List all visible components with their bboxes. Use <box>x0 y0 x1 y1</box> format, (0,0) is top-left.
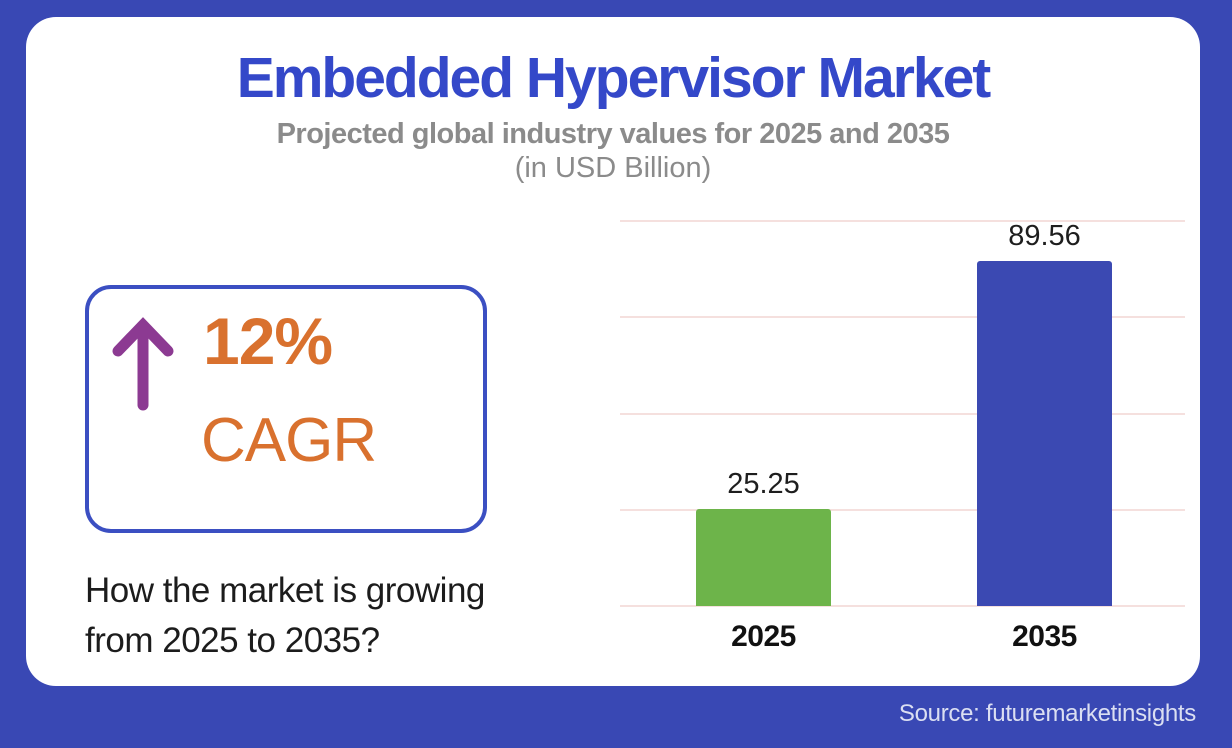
chart-unit-note: (in USD Billion) <box>514 152 712 184</box>
up-arrow-icon <box>112 317 174 411</box>
gridline <box>620 316 1185 319</box>
bar-2025 <box>696 508 831 606</box>
category-label: 2035 <box>1012 620 1077 653</box>
gridline <box>620 412 1185 415</box>
bar-group-2025: 25.25 2025 <box>696 221 831 653</box>
page-title: Embedded Hypervisor Market <box>236 46 992 110</box>
category-label: 2025 <box>731 620 796 653</box>
cagr-label: CAGR <box>201 406 377 475</box>
bar-2035 <box>977 261 1112 606</box>
gridline <box>620 508 1185 511</box>
caption-line-2: from 2025 to 2035? <box>85 621 380 660</box>
bar-chart: 25.25 2025 89.56 2035 <box>620 220 1185 653</box>
gridline <box>620 220 1185 222</box>
chart-subtitle: Projected global industry values for 202… <box>276 118 950 150</box>
cagr-callout-box: 12% CAGR <box>85 285 487 533</box>
cagr-value: 12% <box>203 304 333 378</box>
caption-line-1: How the market is growing <box>85 571 485 610</box>
bar-value-label: 25.25 <box>727 467 800 500</box>
bar-value-label: 89.56 <box>1008 220 1081 253</box>
caption-text: How the market is growing from 2025 to 2… <box>85 566 485 666</box>
bar-group-2035: 89.56 2035 <box>977 220 1112 653</box>
infographic-card: Embedded Hypervisor Market Projected glo… <box>26 17 1200 686</box>
gridline <box>620 605 1185 607</box>
source-credit: Source: futuremarketinsights <box>898 700 1196 727</box>
